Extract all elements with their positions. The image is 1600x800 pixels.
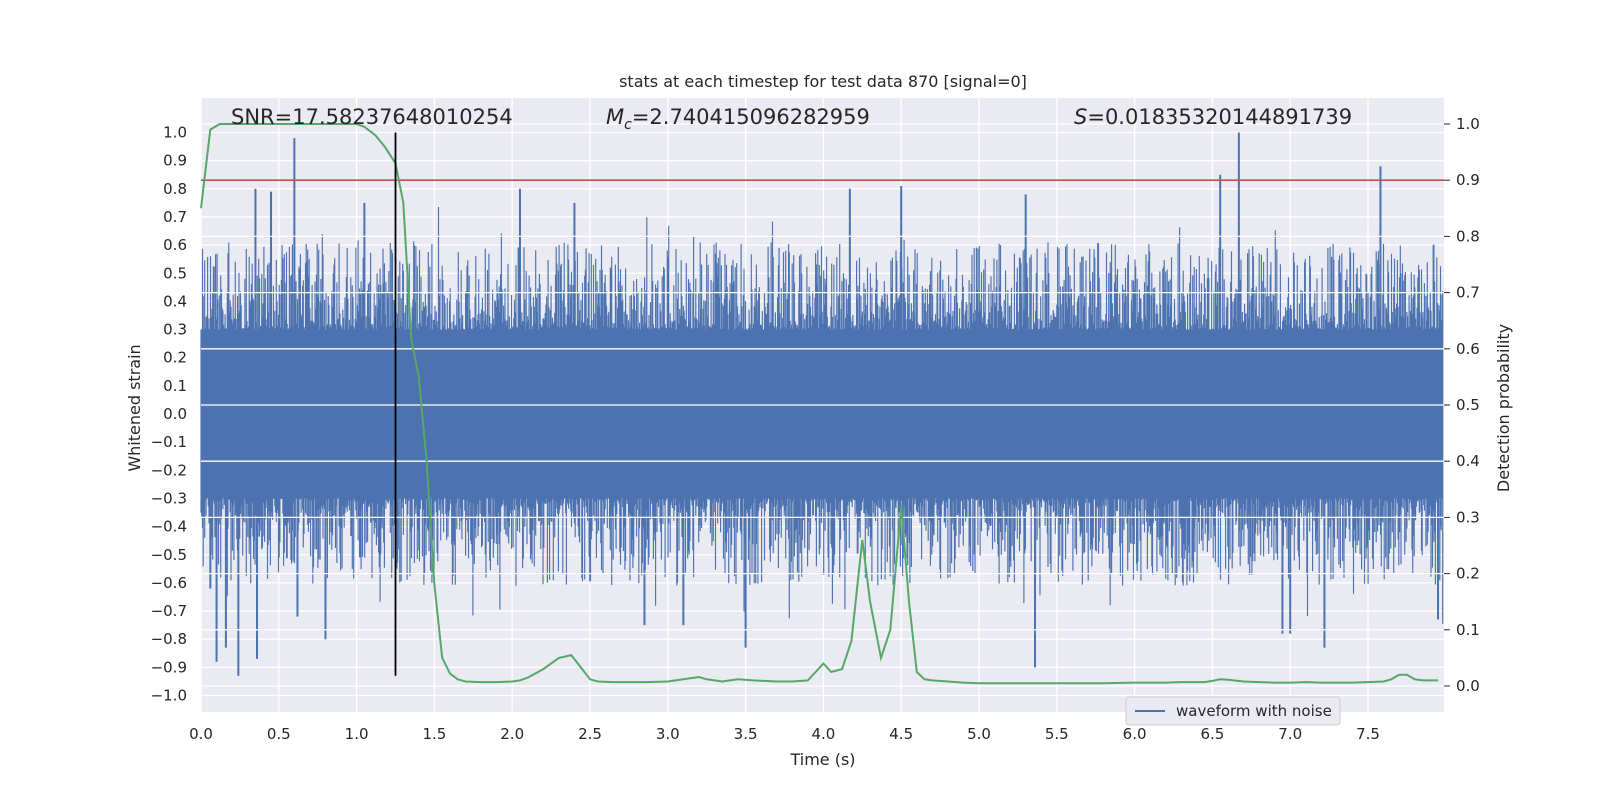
right-tick-label: 0.5 (1456, 396, 1480, 414)
probability-series-line (200, 123, 1438, 685)
right-tick-label: 0.3 (1456, 508, 1480, 526)
x-tick-label: 5.5 (1045, 725, 1069, 743)
right-tick-label: 0.9 (1456, 171, 1480, 189)
s-symbol: S (1074, 105, 1087, 129)
left-axis-label: Whitened strain (125, 344, 144, 471)
left-tick-label: −0.5 (151, 546, 187, 564)
right-axis-ticks: 1.0 0.9 0.8 0.7 0.6 0.5 0.4 0.3 0.2 0.1 0.0 (1444, 115, 1480, 695)
left-tick-label: 0.4 (163, 292, 187, 310)
x-tick-label: 6.0 (1123, 725, 1147, 743)
snr-annotation: SNR=17.58237648010254 (231, 105, 513, 129)
waveform-core (201, 329, 1442, 499)
left-tick-label: −0.2 (151, 461, 187, 479)
left-tick-label: 0.0 (163, 405, 187, 423)
x-tick-label: 4.5 (889, 725, 913, 743)
left-tick-label: 1.0 (163, 124, 187, 142)
chirp-mass-subscript: c (624, 117, 632, 133)
x-tick-label: 7.5 (1356, 725, 1380, 743)
legend-label-waveform: waveform with noise (1176, 702, 1332, 720)
chirp-mass-symbol: M (606, 105, 624, 129)
right-tick-label: 0.1 (1456, 621, 1480, 639)
left-tick-label: −0.3 (151, 489, 187, 507)
left-tick-label: 0.5 (163, 264, 187, 282)
right-tick-label: 0.2 (1456, 565, 1480, 583)
x-tick-label: 2.0 (500, 725, 524, 743)
right-tick-label: 1.0 (1456, 115, 1480, 133)
x-tick-label: 5.0 (967, 725, 991, 743)
waveform-series (200, 132, 1444, 676)
left-tick-label: −0.9 (151, 658, 187, 676)
left-tick-label: 0.8 (163, 180, 187, 198)
left-tick-label: 0.9 (163, 152, 187, 170)
right-tick-label: 0.8 (1456, 227, 1480, 245)
left-tick-label: −1.0 (151, 687, 187, 705)
left-tick-label: 0.7 (163, 208, 187, 226)
left-axis-ticks: 1.0 0.9 0.8 0.7 0.6 0.5 0.4 0.3 0.2 0.1 0.0 −0.1 −0.… (151, 124, 187, 705)
left-tick-label: −0.4 (151, 518, 187, 536)
x-tick-label: 3.5 (734, 725, 758, 743)
left-tick-label: 0.2 (163, 349, 187, 367)
legend-box (1125, 696, 1341, 726)
right-tick-label: 0.6 (1456, 340, 1480, 358)
left-tick-label: −0.6 (151, 574, 187, 592)
right-tick-label: 0.0 (1456, 677, 1480, 695)
x-tick-label: 1.5 (422, 725, 446, 743)
x-tick-label: 3.0 (656, 725, 680, 743)
x-axis-label: Time (s) (789, 750, 855, 769)
s-annotation: S=0.01835320144891739 (1074, 105, 1352, 129)
x-tick-label: 1.0 (345, 725, 369, 743)
x-tick-label: 2.5 (578, 725, 602, 743)
x-axis-ticks: 0.0 0.5 1.0 1.5 2.0 2.5 3.0 3.5 4.0 4.5 5.0 5.5 6.0 6… (189, 725, 1380, 743)
x-tick-label: 0.0 (189, 725, 213, 743)
legend: waveform with noise (1125, 696, 1341, 726)
x-tick-label: 7.0 (1278, 725, 1302, 743)
chirp-mass-value: =2.740415096282959 (632, 105, 870, 129)
right-axis-label: Detection probability (1494, 324, 1513, 492)
right-tick-label: 0.4 (1456, 452, 1480, 470)
right-tick-label: 0.7 (1456, 284, 1480, 302)
x-tick-label: 4.0 (811, 725, 835, 743)
x-tick-label: 0.5 (267, 725, 291, 743)
s-value: =0.01835320144891739 (1087, 105, 1352, 129)
left-tick-label: 0.3 (163, 321, 187, 339)
x-tick-label: 6.5 (1200, 725, 1224, 743)
left-tick-label: −0.1 (151, 433, 187, 451)
chirp-mass-annotation: Mc=2.740415096282959 (606, 105, 870, 133)
left-tick-label: 0.6 (163, 236, 187, 254)
left-tick-label: −0.7 (151, 602, 187, 620)
left-tick-label: 0.1 (163, 377, 187, 395)
left-tick-label: −0.8 (151, 630, 187, 648)
chart-title: stats at each timestep for test data 870… (619, 72, 1027, 91)
